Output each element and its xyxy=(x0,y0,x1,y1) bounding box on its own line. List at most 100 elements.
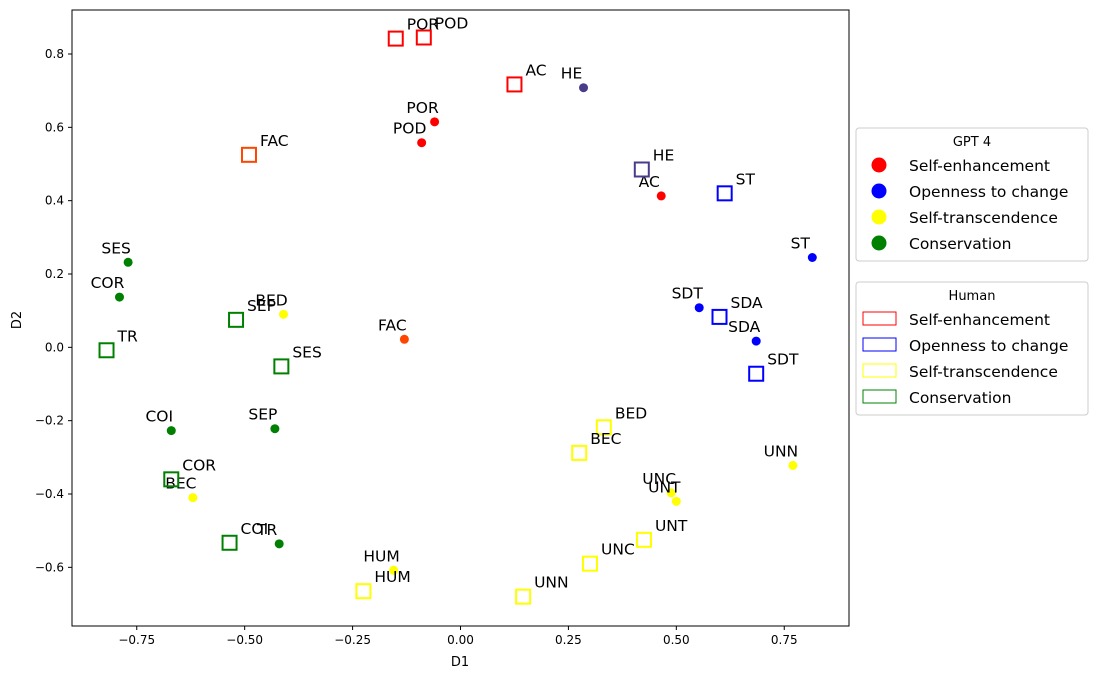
gpt4-point-ses xyxy=(123,257,133,267)
legend-marker xyxy=(862,337,897,352)
human-point-ac xyxy=(506,76,523,93)
human-point-label: SDA xyxy=(731,294,764,312)
human-point-sdt xyxy=(748,365,765,382)
legend-entry-label: Openness to change xyxy=(909,183,1068,201)
legend-entry-label: Conservation xyxy=(909,235,1011,253)
gpt4-point-tr xyxy=(274,539,284,549)
y-tick-label: −0.4 xyxy=(35,487,64,501)
legend-marker xyxy=(862,389,897,404)
x-axis: −0.75 −0.50 −0.25 0.00 0.25 0.50 0.75 xyxy=(118,626,798,647)
human-point-unc xyxy=(582,555,598,572)
gpt4-point-label: TR xyxy=(256,521,277,539)
gpt4-point-label: BEC xyxy=(165,475,196,493)
gpt4-point-coi xyxy=(166,426,176,436)
legend-entry-label: Conservation xyxy=(909,389,1011,407)
gpt4-point-label: SEP xyxy=(248,406,277,424)
legend-gpt-4: GPT 4 Self-enhancement Openness to change S… xyxy=(855,127,1089,262)
x-tick-label: −0.25 xyxy=(334,633,371,647)
human-point-label: UNT xyxy=(655,517,688,535)
y-tick-label: −0.2 xyxy=(35,414,64,428)
y-tick-label: 0.8 xyxy=(45,47,64,61)
y-tick-label: 0.2 xyxy=(45,267,64,281)
human-point-label: SES xyxy=(292,343,321,361)
gpt4-point-label: COI xyxy=(145,408,173,426)
gpt4-point-hum xyxy=(389,565,399,575)
gpt4-point-he xyxy=(579,83,589,93)
human-point-tr xyxy=(98,342,115,359)
legend-entry-label: Self-transcendence xyxy=(909,363,1058,381)
human-point-coi xyxy=(221,534,238,551)
legend-frame xyxy=(855,281,1089,416)
x-tick-label: 0.00 xyxy=(447,633,474,647)
x-tick-label: −0.50 xyxy=(226,633,263,647)
x-tick-label: 0.75 xyxy=(771,633,798,647)
gpt4-point-bec xyxy=(188,493,198,503)
human-point-bec xyxy=(571,444,588,461)
gpt4-point-cor xyxy=(114,292,124,302)
gpt4-point-label: ST xyxy=(791,235,811,253)
human-point-st xyxy=(716,185,733,202)
series-gpt-4: PORPODACHEFACSTSDTSDABEDBECHUMUNCUNTUNNS… xyxy=(91,65,817,575)
series-human: PORPODACFACHESTSDASDTBEDBECUNTUNCUNNHUMS… xyxy=(98,15,799,605)
y-axis: −0.6 −0.4 −0.2 0.0 0.2 0.4 0.6 0.8 xyxy=(35,47,72,574)
x-axis-label: D1 xyxy=(451,655,469,670)
gpt4-point-label: POD xyxy=(393,120,427,138)
gpt4-point-sdt xyxy=(694,303,704,313)
human-point-label: COR xyxy=(182,456,216,474)
human-point-label: TR xyxy=(117,327,138,345)
gpt4-point-st xyxy=(807,253,817,262)
legend-entry-label: Self-enhancement xyxy=(909,311,1050,329)
human-point-label: FAC xyxy=(260,132,289,150)
x-tick-label: 0.50 xyxy=(663,633,690,647)
gpt4-point-label: COR xyxy=(91,274,125,292)
legend-marker xyxy=(862,363,897,378)
human-point-ses xyxy=(273,358,290,375)
human-point-label: HE xyxy=(653,147,674,165)
x-tick-label: −0.75 xyxy=(118,633,155,647)
legend-entry-label: Openness to change xyxy=(909,337,1068,355)
human-point-unt xyxy=(635,531,652,548)
human-point-label: UNN xyxy=(534,574,569,592)
legend-entry-label: Self-transcendence xyxy=(909,209,1058,227)
gpt4-point-label: SES xyxy=(101,239,130,257)
gpt4-point-label: UNT xyxy=(648,478,681,496)
legend-marker xyxy=(871,209,887,225)
human-point-label: SDT xyxy=(767,351,799,369)
legend-marker xyxy=(871,183,887,199)
gpt4-point-por xyxy=(430,117,440,127)
gpt4-point-fac xyxy=(399,334,409,344)
legend-marker xyxy=(862,311,897,326)
human-point-por xyxy=(387,30,404,47)
legend-marker xyxy=(871,235,887,251)
human-point-label: POR xyxy=(407,16,440,34)
human-point-bed xyxy=(595,419,612,436)
gpt4-point-label: FAC xyxy=(378,316,407,334)
x-tick-label: 0.25 xyxy=(555,633,582,647)
legend-title: GPT 4 xyxy=(953,135,991,150)
gpt4-point-label: HE xyxy=(561,65,582,83)
plot-area xyxy=(71,9,850,627)
y-tick-label: 0.6 xyxy=(45,120,64,134)
human-point-label: SEP xyxy=(247,297,276,315)
legend-title: Human xyxy=(949,289,996,304)
y-tick-label: −0.6 xyxy=(35,560,64,574)
human-point-label: ST xyxy=(736,170,756,188)
plot-frame xyxy=(71,9,850,627)
human-point-pod xyxy=(415,29,432,46)
human-point-sda xyxy=(711,308,728,325)
legend-frame xyxy=(855,127,1089,262)
gpt4-point-ac xyxy=(656,191,666,201)
human-point-label: BEC xyxy=(590,430,621,448)
gpt4-point-label: SDT xyxy=(672,285,704,303)
human-point-label: AC xyxy=(525,61,546,79)
gpt4-point-label: BED xyxy=(255,291,287,309)
gpt4-point-label: POR xyxy=(406,99,439,117)
human-point-sep xyxy=(228,311,245,328)
gpt4-point-unn xyxy=(788,460,798,470)
gpt4-point-sep xyxy=(270,424,280,434)
gpt4-point-label: UNN xyxy=(764,442,799,460)
legend-marker xyxy=(871,157,887,173)
human-point-label: UNC xyxy=(601,541,635,559)
human-point-fac xyxy=(240,146,257,163)
human-point-cor xyxy=(163,471,180,488)
